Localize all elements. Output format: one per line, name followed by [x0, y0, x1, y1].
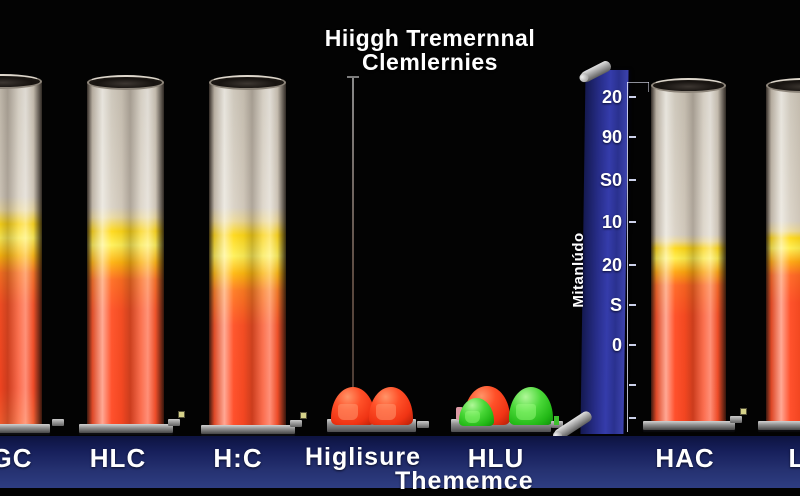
column-sheen: [651, 85, 726, 425]
column-h2c: [209, 75, 286, 430]
category-label-thememce: Thememce: [395, 467, 534, 495]
column-sheen: [0, 81, 42, 430]
green-hardware-bit: [554, 416, 559, 425]
column-base: [79, 424, 173, 433]
scale-tick-mark: [629, 96, 636, 98]
category-label-gc: GC: [0, 443, 33, 473]
scale-tick-mark: [629, 304, 636, 306]
column-base: [0, 424, 50, 433]
category-label-hac: HAC: [655, 443, 715, 473]
scale-tick-mark: [629, 264, 636, 266]
green-dome-indicator: [509, 387, 553, 425]
chart-title-line1: Hiiggh Tremernnal: [324, 25, 536, 51]
column-hac: [651, 78, 726, 425]
category-label-l: L: [788, 443, 800, 473]
column-top-rim: [0, 74, 42, 89]
column-top-rim: [209, 75, 286, 90]
scale-tick-mark: [629, 384, 636, 386]
category-label-hlu: HLU: [467, 443, 525, 473]
bottom-black-strip: [0, 488, 800, 496]
column-sheen: [766, 85, 800, 425]
scale-axis-label: Mitanlúdo: [570, 232, 587, 308]
dome-highlight: [338, 404, 358, 421]
chart-title: Hiiggh Tremernnal Clemlernies: [280, 26, 580, 74]
scale-tick-label: 0: [611, 335, 622, 355]
floor-band: [0, 436, 800, 488]
red-dome-indicator: [369, 387, 413, 425]
column-hlc: [87, 75, 164, 429]
category-label-h2c: H:C: [213, 443, 263, 473]
scale-tick-mark: [629, 417, 636, 419]
column-gc: [0, 74, 42, 430]
column-sheen: [209, 82, 286, 430]
needle-cap: [347, 76, 359, 78]
scale-tick-mark: [629, 179, 636, 181]
base-pip: [740, 408, 747, 415]
scale-tick-mark: [629, 344, 636, 346]
scale-tick-label: S0: [599, 170, 622, 190]
scale-ruler-corner: [648, 82, 649, 92]
dome-highlight: [464, 410, 481, 423]
category-label-higlisure: Higlisure: [305, 443, 421, 471]
scale-tick-label: 20: [601, 255, 622, 275]
column-top-rim: [87, 75, 164, 90]
dome-highlight: [376, 404, 396, 421]
dome-highlight: [516, 404, 536, 421]
base-pip: [178, 411, 185, 418]
column-top-rim: [651, 78, 726, 93]
scale-tick-mark: [629, 136, 636, 138]
base-clip: [730, 416, 742, 423]
chart-title-line2: Clemlernies: [362, 49, 498, 75]
scale-tick-label: 10: [601, 212, 622, 232]
base-clip: [168, 419, 180, 426]
scale-tick-label: 20: [601, 87, 622, 107]
green-dome-overlay: [459, 398, 494, 426]
column-base: [643, 421, 735, 430]
column-base: [201, 425, 295, 434]
needle-pointer: [352, 78, 354, 415]
scale-tick-label: S: [609, 295, 622, 315]
base-clip: [52, 419, 64, 426]
column-base: [758, 421, 800, 430]
scale-tick-mark: [629, 221, 636, 223]
scale-ruler-line: [627, 82, 628, 432]
base-clip: [290, 420, 302, 427]
base-pip: [300, 412, 307, 419]
category-label-hlc: HLC: [89, 443, 147, 473]
column-sheen: [87, 82, 164, 429]
scale-tick-label: 90: [601, 127, 622, 147]
scale-ruler-top-edge: [627, 82, 649, 83]
tray-clip: [417, 421, 429, 428]
column-l: [766, 78, 800, 425]
